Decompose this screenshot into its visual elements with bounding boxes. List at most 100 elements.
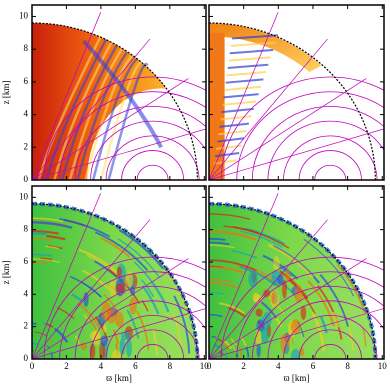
field-band <box>303 238 355 297</box>
field-band <box>220 115 252 121</box>
x-axis-label: ϖ [km] <box>284 373 310 383</box>
field-band <box>332 311 340 328</box>
field-band <box>209 213 251 220</box>
field-band <box>51 353 54 356</box>
field-band <box>173 295 191 354</box>
field-band <box>209 265 224 268</box>
x-tick-label: 10 <box>200 361 210 371</box>
y-tick-label: 0 <box>24 353 29 363</box>
field-band <box>238 347 243 357</box>
field-band <box>46 234 66 241</box>
field-band <box>231 249 257 259</box>
field-line <box>105 135 200 180</box>
field-line <box>121 329 185 359</box>
field-band <box>32 230 59 235</box>
field-spot <box>252 292 260 303</box>
field-band <box>221 351 224 355</box>
field-spot <box>99 342 106 359</box>
x-tick-label: 2 <box>64 361 69 371</box>
field-line <box>236 271 384 359</box>
field-band <box>53 327 69 343</box>
y-tick-label: 0 <box>24 174 29 184</box>
y-tick-label: 10 <box>19 191 29 201</box>
field-band <box>69 275 102 298</box>
field-line <box>32 38 151 180</box>
field-line <box>59 271 206 359</box>
field-line <box>105 314 200 359</box>
x-tick-label: 10 <box>378 361 388 371</box>
field-band <box>213 343 221 349</box>
field-band <box>78 248 119 274</box>
field-band <box>136 310 150 351</box>
field-line <box>251 286 384 359</box>
field-spot <box>260 326 270 344</box>
y-tick-label: 10 <box>19 11 29 21</box>
field-spot <box>300 305 307 320</box>
field-line <box>283 315 378 359</box>
panel <box>209 12 384 180</box>
field-band <box>228 56 271 62</box>
field-spot <box>115 311 124 328</box>
field-line <box>32 219 151 359</box>
field-band <box>209 237 226 241</box>
field-band <box>209 281 238 289</box>
y-tick-label: 8 <box>24 43 29 53</box>
field-band <box>320 316 328 334</box>
field-band <box>222 100 257 106</box>
field-band <box>217 137 245 143</box>
x-tick-label: 4 <box>276 361 281 371</box>
y-tick-label: 2 <box>24 321 29 331</box>
field-band <box>227 63 269 69</box>
x-tick-label: 2 <box>241 361 246 371</box>
field-band <box>37 35 103 180</box>
field-spot <box>109 281 118 297</box>
y-tick-label: 4 <box>24 288 29 298</box>
panel <box>209 193 384 359</box>
field-line <box>283 135 378 180</box>
field-band <box>91 57 138 180</box>
field-line <box>314 344 347 359</box>
field-band <box>209 230 257 241</box>
field-spot <box>129 297 137 315</box>
field-band <box>94 260 118 278</box>
field-line <box>209 128 384 180</box>
field-spot <box>120 331 131 341</box>
field-band <box>229 48 274 55</box>
x-tick-label: 8 <box>168 361 173 371</box>
field-spot <box>119 338 126 355</box>
y-axis-label: z [km] <box>1 261 11 285</box>
field-band <box>82 313 90 321</box>
field-band <box>71 293 83 303</box>
y-tick-label: 8 <box>24 224 29 234</box>
field-strip <box>209 32 225 180</box>
panel <box>32 193 206 359</box>
field-band <box>47 245 63 250</box>
frame <box>208 4 385 181</box>
field-band <box>209 244 235 249</box>
field-spot <box>100 335 108 347</box>
field-band <box>32 253 53 257</box>
field-band <box>272 261 293 277</box>
field-line <box>43 256 206 359</box>
field-line <box>43 76 206 180</box>
frame <box>31 4 207 181</box>
surface <box>209 203 376 359</box>
field-band <box>224 85 262 92</box>
field-band <box>112 329 119 345</box>
field-line <box>32 308 206 359</box>
field-line <box>209 308 384 359</box>
x-tick-label: 0 <box>207 361 212 371</box>
x-tick-label: 6 <box>311 361 316 371</box>
field-band <box>141 299 149 312</box>
field-line <box>209 12 279 180</box>
field-rim <box>209 22 322 73</box>
field-line <box>121 150 185 180</box>
field-band <box>209 265 244 274</box>
panel <box>32 12 206 180</box>
field-spot <box>116 283 124 293</box>
field-band <box>240 336 247 347</box>
field-line <box>267 300 384 359</box>
x-tick-label: 6 <box>133 361 138 371</box>
field-spot <box>111 349 121 359</box>
field-spot <box>255 308 263 317</box>
